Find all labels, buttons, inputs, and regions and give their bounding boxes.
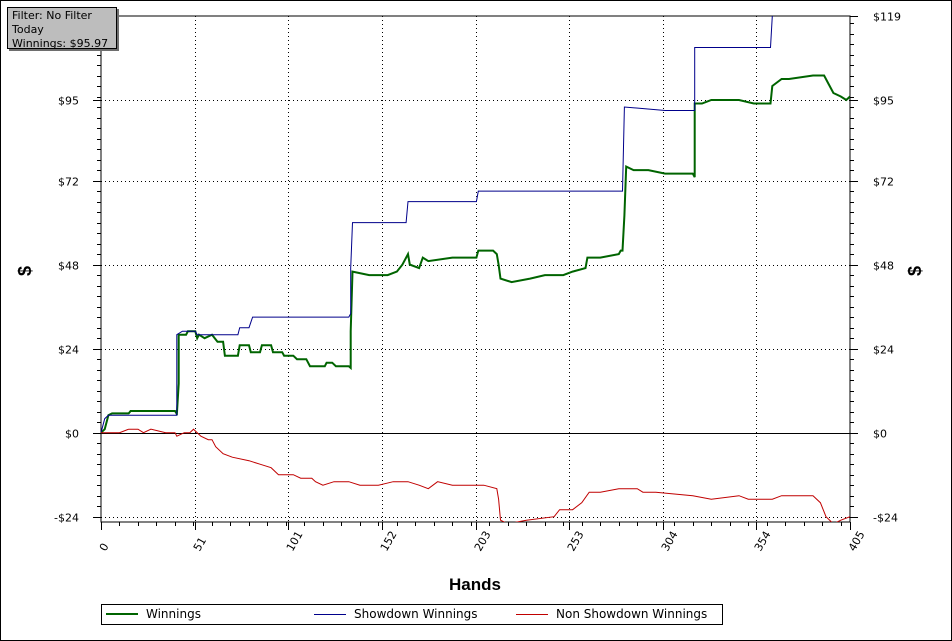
legend-swatch-non-showdown [516, 614, 548, 615]
x-tick-label: 253 [565, 529, 587, 554]
y-tick-label-left: $72 [58, 176, 79, 189]
plot-border [100, 15, 851, 523]
x-tick-label: 203 [472, 529, 494, 554]
y-tick-label-left: $24 [58, 344, 79, 357]
y-tick-label-left: $0 [65, 428, 79, 441]
series-line-2 [101, 16, 773, 433]
y-axis-title-left: $ [15, 266, 35, 276]
series-line-3 [101, 428, 850, 522]
legend-swatch-winnings [106, 613, 138, 615]
y-tick-label-right: -$24 [873, 512, 898, 525]
date-range-label: Today [12, 23, 44, 36]
y-tick-label-right: $0 [873, 428, 887, 441]
y-axis-title-right: $ [905, 266, 925, 276]
legend-label-non-showdown: Non Showdown Winnings [556, 607, 708, 621]
legend-swatch-showdown [314, 614, 346, 615]
filter-info-box: Filter: No Filter Today Winnings: $95.97 [7, 7, 117, 50]
y-tick-label-right: $24 [873, 344, 894, 357]
x-tick-label: 304 [659, 529, 681, 554]
series-line-1 [101, 74, 850, 434]
legend-label-showdown: Showdown Winnings [354, 607, 478, 621]
series-layer [101, 16, 850, 522]
x-tick-label: 0 [97, 541, 112, 554]
y-tick-label-left: $95 [58, 95, 79, 108]
y-tick-label-left: -$24 [54, 512, 79, 525]
x-axis-title: Hands [449, 575, 501, 594]
x-tick-label: 405 [846, 529, 868, 554]
legend-label-winnings: Winnings [146, 607, 201, 621]
x-tick-label: 51 [191, 535, 209, 554]
y-tick-label-right: $72 [873, 176, 894, 189]
y-tick-label-left: $48 [58, 260, 79, 273]
plot-area [100, 15, 851, 523]
x-tick-label: 101 [284, 529, 306, 554]
y-tick-label-right: $48 [873, 260, 894, 273]
chart-legend: Winnings Showdown Winnings Non Showdown … [101, 604, 723, 625]
winnings-total-label: Winnings: $95.97 [12, 37, 109, 50]
filter-label: Filter: No Filter [12, 9, 92, 22]
x-tick-label: 152 [378, 529, 400, 554]
y-tick-label-right: $119 [873, 11, 901, 24]
x-tick-label: 354 [752, 529, 774, 554]
y-tick-label-right: $95 [873, 95, 894, 108]
grid [101, 16, 850, 522]
